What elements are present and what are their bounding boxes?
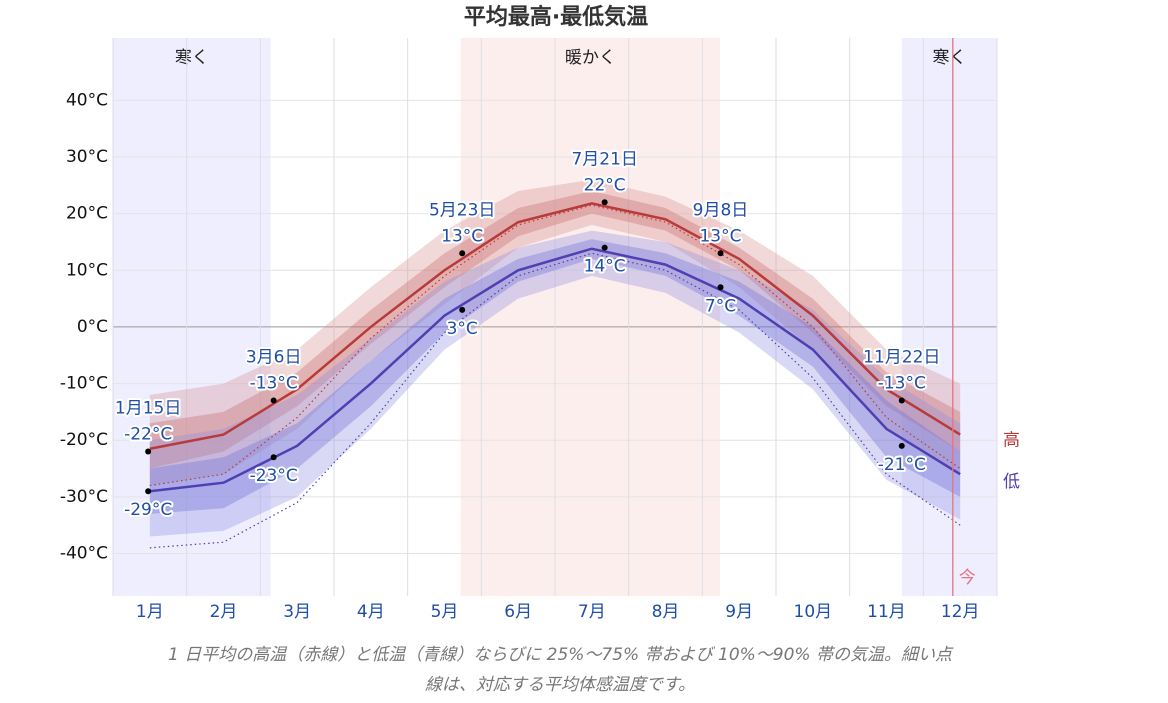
feels-like-line — [149, 204, 961, 487]
annotation-value: -21°C — [878, 455, 926, 475]
annotation-value: 7°C — [705, 296, 736, 316]
feels-like-line — [149, 252, 961, 549]
y-tick-label: 0°C — [77, 317, 108, 337]
x-tick-label: 11月 — [867, 602, 906, 622]
annotation-date: 9月8日 — [693, 200, 749, 220]
series-line — [149, 202, 961, 450]
x-tick-label: 7月 — [578, 602, 606, 622]
season-label: 暖かく — [565, 48, 616, 68]
x-tick-label: 1月 — [136, 602, 164, 622]
season-label: 寒く — [932, 48, 966, 68]
annotation-value: 3°C — [447, 319, 478, 339]
annotation-dot — [145, 488, 152, 495]
annotation-value: 13°C — [699, 226, 741, 246]
season-band — [460, 38, 721, 596]
season-band — [113, 38, 271, 596]
x-tick-label: 6月 — [504, 602, 532, 622]
season-label: 寒く — [175, 48, 209, 68]
annotation-dot — [601, 199, 608, 206]
annotation-date: 7月21日 — [571, 149, 637, 169]
annotation-dot — [898, 442, 905, 449]
annotation-value: -29°C — [124, 500, 172, 520]
chart-title: 平均最高·最低気温 — [464, 4, 648, 30]
band — [149, 239, 961, 514]
x-tick-label: 4月 — [357, 602, 385, 622]
annotation-dot — [459, 250, 466, 257]
annotation-dot — [270, 454, 277, 461]
annotation-value: -22°C — [124, 425, 172, 445]
series-line — [149, 247, 961, 493]
caption: 1 日平均の高温（赤線）と低温（青線）ならびに 25%～75% 帯および 10%… — [168, 645, 954, 665]
y-tick-label: -20°C — [60, 430, 108, 450]
annotation-dot — [717, 284, 724, 291]
annotation-date: 1月15日 — [115, 399, 181, 419]
annotation-dot — [270, 397, 277, 404]
annotation-dot — [601, 244, 608, 251]
band — [149, 190, 961, 469]
season-band — [901, 38, 997, 596]
y-tick-label: -40°C — [60, 544, 108, 564]
x-tick-label: 10月 — [794, 602, 833, 622]
y-tick-label: 10°C — [66, 260, 108, 280]
annotation-value: 22°C — [584, 175, 626, 195]
y-tick-label: 30°C — [66, 147, 108, 167]
y-tick-label: 20°C — [66, 204, 108, 224]
annotation-value: 13°C — [441, 226, 483, 246]
annotation-dot — [898, 397, 905, 404]
annotation-value: -23°C — [250, 466, 298, 486]
y-tick-label: -10°C — [60, 374, 108, 394]
x-tick-label: 12月 — [941, 602, 980, 622]
annotation-value: 14°C — [584, 257, 626, 277]
legend-label: 低 — [1003, 472, 1020, 492]
caption: 線は、対応する平均体感温度です。 — [425, 675, 695, 695]
y-tick-label: -30°C — [60, 487, 108, 507]
band — [149, 230, 961, 537]
legend-label: 高 — [1003, 431, 1020, 451]
annotation-dot — [717, 250, 724, 257]
x-tick-label: 9月 — [725, 602, 753, 622]
y-tick-label: 40°C — [66, 90, 108, 110]
annotation-date: 11月22日 — [863, 348, 940, 368]
now-label: 今 — [959, 568, 976, 588]
annotation-date: 3月6日 — [246, 348, 302, 368]
annotation-dot — [459, 306, 466, 313]
x-tick-label: 8月 — [652, 602, 680, 622]
annotation-value: -13°C — [878, 374, 926, 394]
x-tick-label: 3月 — [283, 602, 311, 622]
band — [149, 179, 961, 486]
x-tick-label: 5月 — [431, 602, 459, 622]
annotation-value: -13°C — [250, 374, 298, 394]
x-tick-label: 2月 — [210, 602, 238, 622]
annotation-dot — [145, 448, 152, 455]
annotation-date: 5月23日 — [429, 200, 495, 220]
